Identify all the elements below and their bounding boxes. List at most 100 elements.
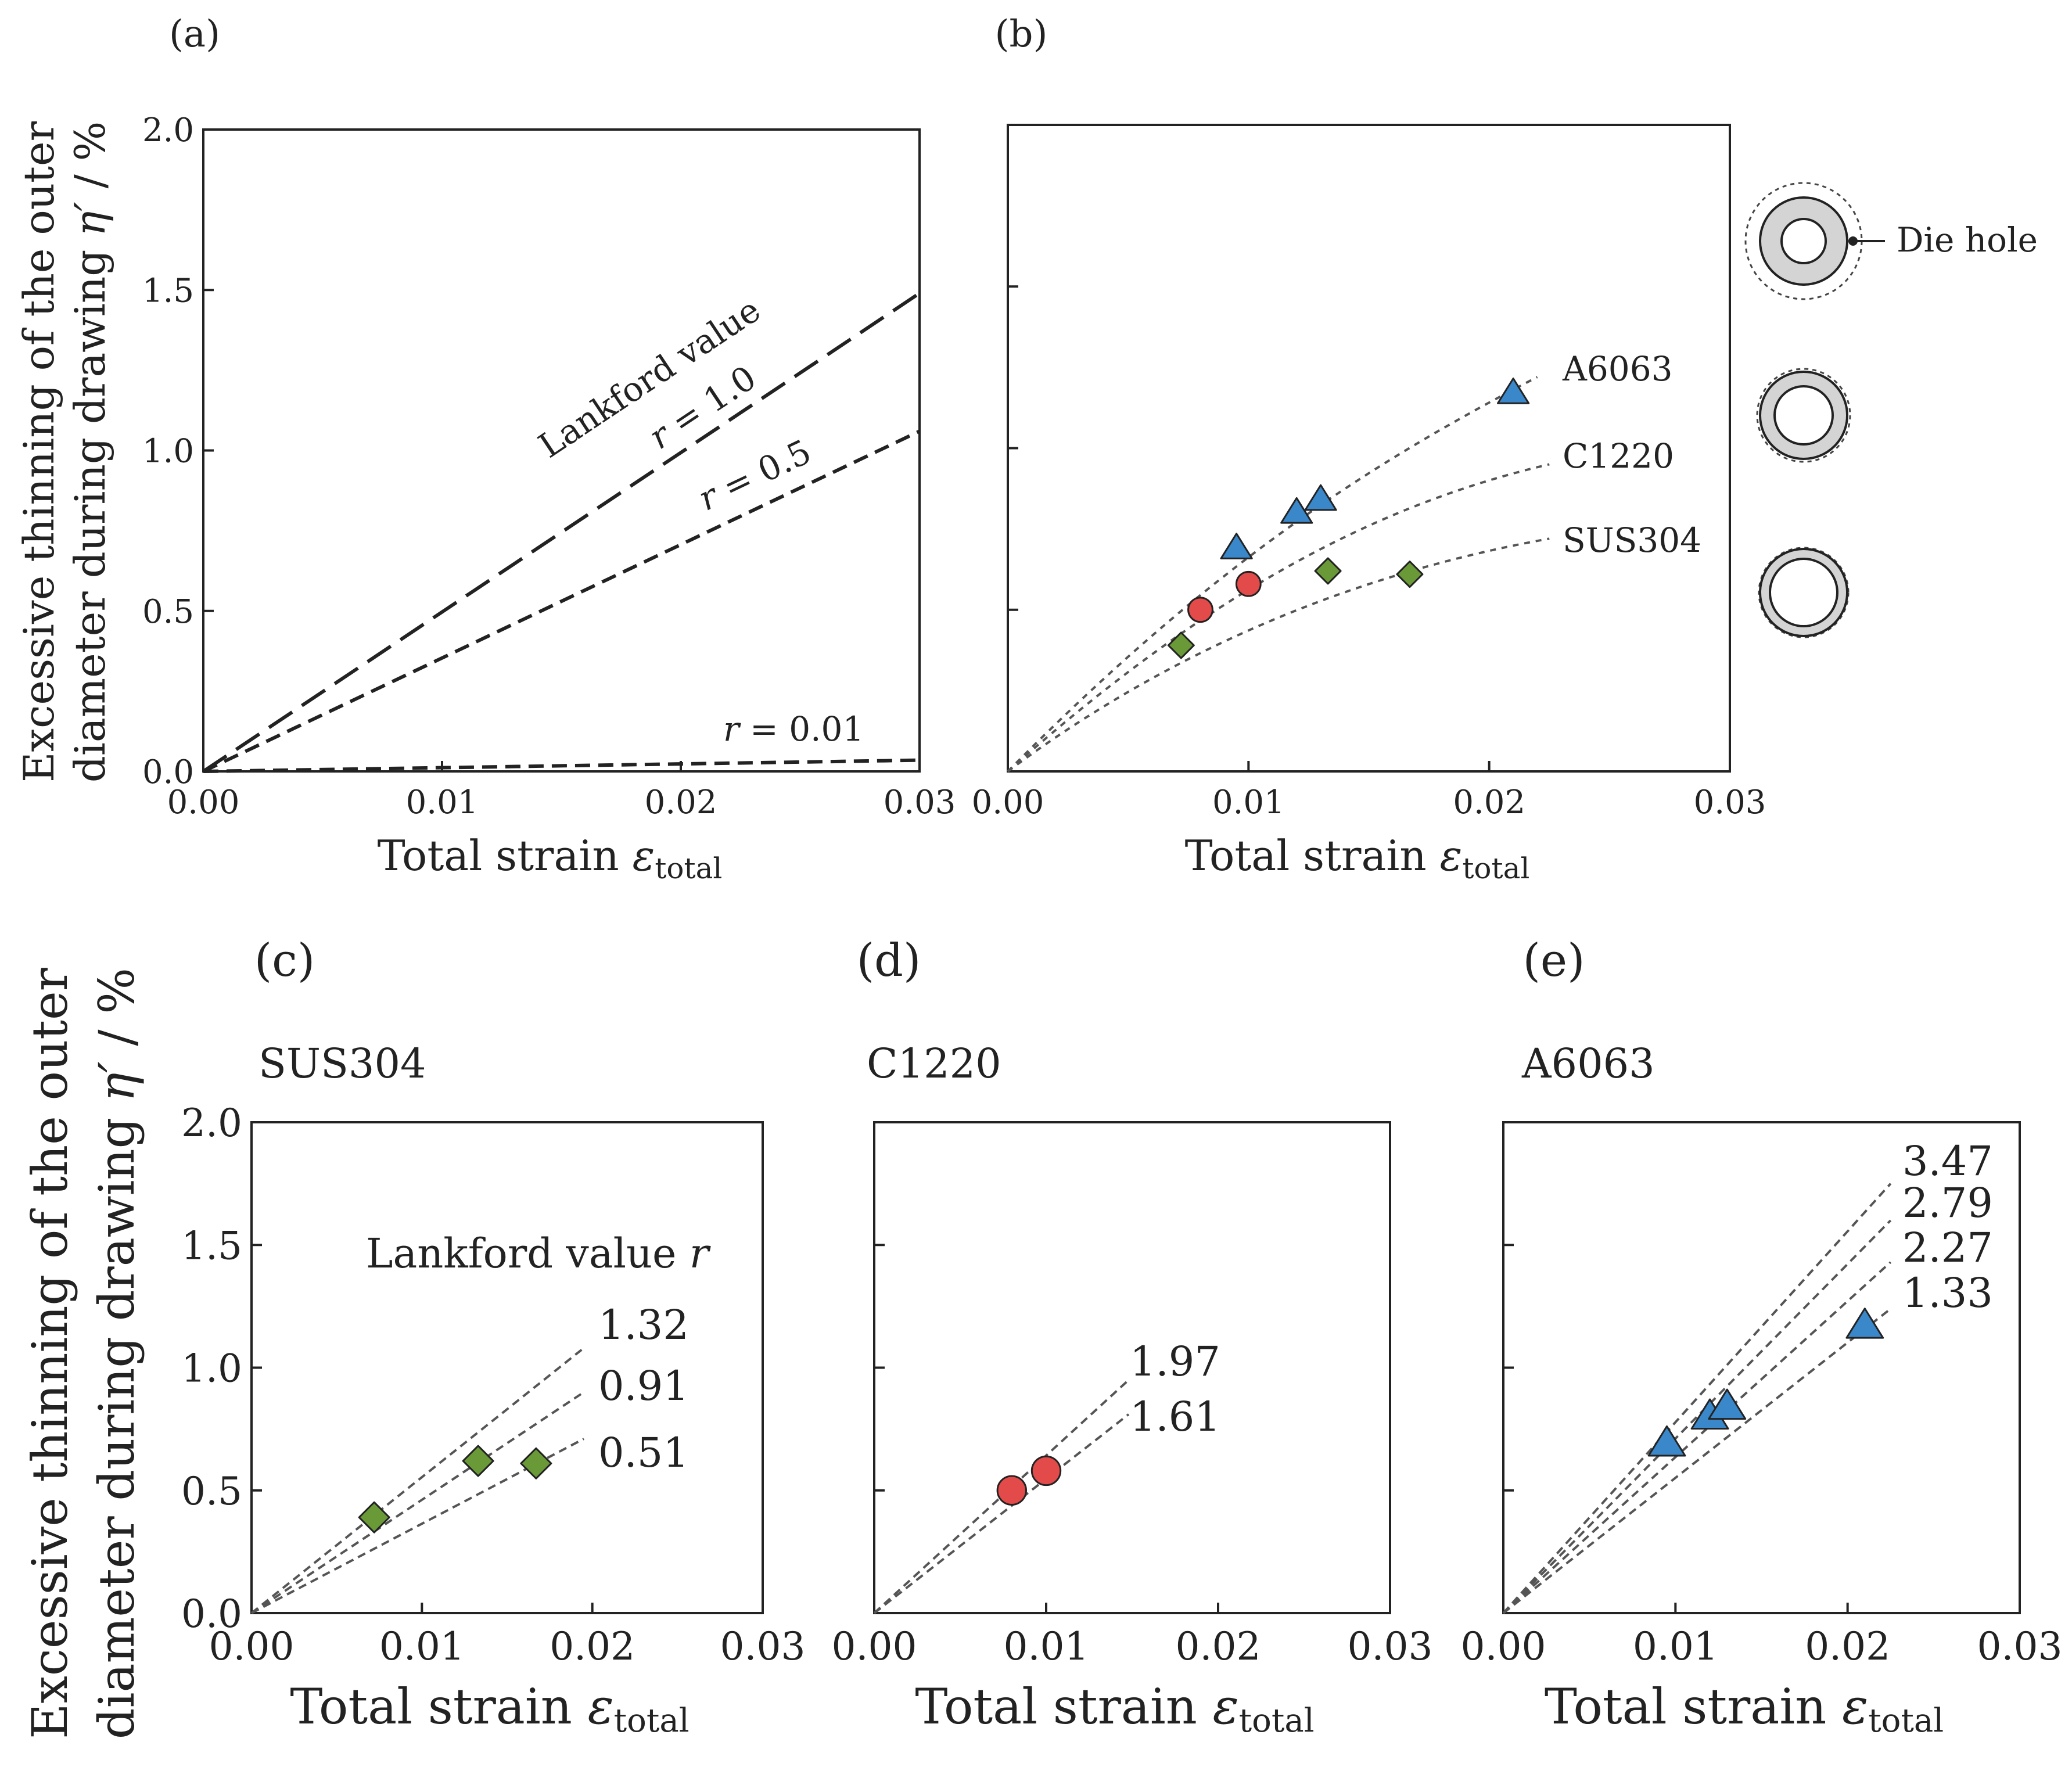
die-hole-label: Die hole <box>1897 220 2038 260</box>
y-tick-label-c: 0.0 <box>181 1592 242 1636</box>
x-axis-title-text: Total strain <box>1545 1678 1842 1735</box>
y-tick-label-a: 0.0 <box>142 753 194 791</box>
x-tick-label-c: 0.02 <box>550 1624 635 1669</box>
legend-title-text: Lankford value <box>366 1230 690 1277</box>
data-point-sus304 <box>1396 561 1424 588</box>
label-r001-symbol: r <box>723 709 741 749</box>
x-tick-label-d: 0.00 <box>832 1624 917 1669</box>
data-point-e <box>1845 1308 1884 1339</box>
x-tick-label-c: 0.01 <box>379 1624 465 1669</box>
data-point-sus304 <box>1167 631 1195 659</box>
curves-layer <box>202 292 1892 1614</box>
y-axis-title-prefix: diameter during drawing <box>88 1102 145 1739</box>
data-point-c <box>358 1501 390 1534</box>
x-axis-title-text: Total strain <box>915 1678 1212 1735</box>
legend-title-c: Lankford value r <box>366 1230 711 1277</box>
tube-bore-icon <box>1773 385 1834 446</box>
x-axis-title-subscript: total <box>614 1702 690 1740</box>
panel-label-d: (d) <box>857 935 921 987</box>
x-axis-title-symbol: ε <box>1842 1678 1868 1735</box>
data-point-c <box>520 1447 552 1479</box>
fit-curve-sus304 <box>1007 537 1550 773</box>
y-axis-title-suffix: / % <box>88 968 145 1062</box>
series-line-r05 <box>202 429 921 773</box>
x-tick-label-c: 0.00 <box>209 1624 295 1669</box>
y-axis-title-prefix: diameter during drawing <box>66 236 114 782</box>
data-point-sus304 <box>1314 557 1342 585</box>
lankford-value-label: 3.47 <box>1902 1137 1993 1185</box>
material-label-c: SUS304 <box>258 1040 426 1087</box>
x-axis-title-text: Total strain <box>290 1678 587 1735</box>
panel-label-c: (c) <box>254 935 315 987</box>
x-axis-title-text: Total strain <box>1185 831 1440 880</box>
data-point-c1220 <box>1187 597 1213 623</box>
x-axis-title-text: Total strain <box>378 831 633 880</box>
data-point-e <box>1708 1388 1747 1420</box>
die-hole-outline-icon <box>1756 368 1851 463</box>
panel-label-a: (a) <box>169 13 220 56</box>
x-axis-title-subscript: total <box>1868 1702 1944 1740</box>
data-point-d <box>1030 1455 1062 1486</box>
lankford-value-label: 2.27 <box>1902 1224 1993 1272</box>
series-label-a6063: A6063 <box>1562 349 1673 389</box>
lankford-value-label: 1.61 <box>1130 1393 1220 1441</box>
x-tick-label-b: 0.01 <box>1212 784 1285 821</box>
fit-line-e-3 <box>1502 1308 1891 1614</box>
legend-title-symbol: r <box>690 1230 711 1277</box>
material-label-e: A6063 <box>1521 1040 1655 1087</box>
data-point-e <box>1647 1425 1686 1457</box>
lankford-value-label: 1.32 <box>598 1301 689 1349</box>
x-tick-label-d: 0.03 <box>1348 1624 1433 1669</box>
y-axis-title-suffix: / % <box>66 121 114 202</box>
data-point-a6063 <box>1304 484 1337 511</box>
x-axis-title-subscript: total <box>1462 852 1529 885</box>
y-axis-title-line1-top: Excessive thinning of the outer <box>15 121 63 782</box>
x-tick-label-c: 0.03 <box>720 1624 806 1669</box>
y-tick-label-c: 1.0 <box>181 1346 242 1391</box>
material-label-d: C1220 <box>867 1040 1001 1087</box>
x-tick-label-d: 0.01 <box>1004 1624 1089 1669</box>
x-tick-label-e: 0.02 <box>1805 1624 1890 1669</box>
data-point-a6063 <box>1280 497 1313 524</box>
x-tick-label-a: 0.00 <box>167 784 240 821</box>
x-axis-title-b: Total strain εtotal <box>1185 831 1530 885</box>
lankford-value-label: 2.79 <box>1902 1179 1993 1227</box>
fit-line-c-0 <box>250 1347 585 1614</box>
marks-layer <box>358 377 1884 1534</box>
data-point-a6063 <box>1497 377 1530 404</box>
series-line-r10 <box>202 292 921 773</box>
y-tick-label-c: 1.5 <box>181 1223 242 1268</box>
y-tick-label-a: 1.5 <box>142 272 194 310</box>
x-tick-label-d: 0.02 <box>1176 1624 1261 1669</box>
x-axis-title-subscript: total <box>1239 1702 1315 1740</box>
fit-line-e-0 <box>1502 1183 1892 1614</box>
panel-label-e: (e) <box>1522 935 1585 987</box>
x-axis-title-symbol: ε <box>633 831 655 880</box>
x-tick-label-a: 0.01 <box>406 784 479 821</box>
tube-bore-icon <box>1769 558 1838 627</box>
fit-line-d-0 <box>873 1379 1130 1614</box>
x-axis-title-c: Total strain εtotal <box>290 1678 689 1740</box>
fit-line-c-1 <box>250 1391 585 1614</box>
fit-line-d-1 <box>873 1413 1130 1614</box>
fit-line-e-1 <box>1502 1219 1892 1614</box>
x-tick-label-e: 0.03 <box>1977 1624 2063 1669</box>
x-axis-title-symbol: ε <box>1213 1678 1239 1735</box>
series-line-r001 <box>203 758 920 773</box>
x-tick-label-b: 0.03 <box>1694 784 1766 821</box>
y-axis-title-line1-bottom: Excessive thinning of the outer <box>21 967 78 1739</box>
x-axis-title-e: Total strain εtotal <box>1545 1678 1944 1740</box>
data-point-d <box>996 1475 1028 1506</box>
series-label-c1220: C1220 <box>1563 436 1674 476</box>
data-point-c <box>462 1445 494 1477</box>
tube-bore-icon <box>1780 218 1827 264</box>
lankford-value-label: 0.51 <box>598 1429 689 1477</box>
x-tick-label-e: 0.00 <box>1461 1624 1546 1669</box>
frames-layer <box>202 124 2021 1614</box>
y-tick-label-a: 2.0 <box>142 112 194 149</box>
lankford-value-label: 1.97 <box>1130 1338 1220 1385</box>
text-layer: 0.0 0.5 1.0 1.5 2.0 0.00 0.01 0.02 0.03 Total str… <box>15 13 2062 1740</box>
x-tick-label-a: 0.03 <box>884 784 956 821</box>
x-tick-label-b: 0.02 <box>1453 784 1525 821</box>
panel-label-b: (b) <box>995 13 1048 56</box>
